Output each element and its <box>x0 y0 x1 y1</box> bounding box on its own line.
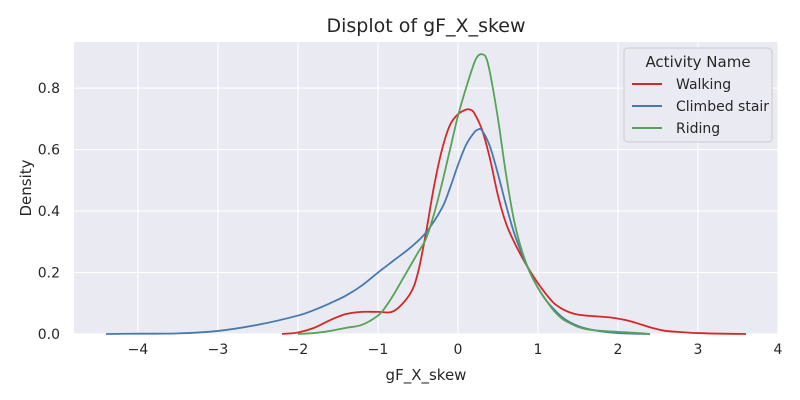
y-tick-label: 0.2 <box>38 266 60 282</box>
y-tick-label: 0.6 <box>38 143 60 159</box>
y-tick-label: 0.0 <box>38 327 60 343</box>
legend: Activity Name Walking Climbed stair Riding <box>623 47 773 143</box>
x-tick-label: −3 <box>208 342 229 358</box>
x-tick-label: 1 <box>534 342 543 358</box>
x-tick-label: 4 <box>774 342 783 358</box>
x-tick-label: 0 <box>454 342 463 358</box>
x-tick-label: −1 <box>368 342 389 358</box>
legend-label-walking: Walking <box>676 77 731 93</box>
legend-title: Activity Name <box>645 53 750 71</box>
x-tick-label: 3 <box>694 342 703 358</box>
legend-box <box>623 47 773 143</box>
chart-title: Displot of gF_X_skew <box>326 15 525 37</box>
x-axis-label: gF_X_skew <box>386 366 467 385</box>
x-tick-label: −4 <box>128 342 149 358</box>
legend-label-climbed-stair: Climbed stair <box>676 99 769 115</box>
series-line-walking <box>281 108 747 335</box>
legend-items: Walking Climbed stair Riding <box>632 77 769 137</box>
y-axis-label: Density <box>17 159 35 216</box>
y-tick-labels: 0.0 0.2 0.4 0.6 0.8 <box>38 81 60 343</box>
density-lines <box>105 53 747 335</box>
x-tick-labels: −4 −3 −2 −1 0 1 2 3 4 <box>128 342 783 358</box>
x-tick-label: 2 <box>614 342 623 358</box>
y-tick-label: 0.8 <box>38 81 60 97</box>
legend-label-riding: Riding <box>676 121 720 137</box>
series-line-riding <box>297 53 651 335</box>
y-tick-label: 0.4 <box>38 204 60 220</box>
x-tick-label: −2 <box>288 342 309 358</box>
